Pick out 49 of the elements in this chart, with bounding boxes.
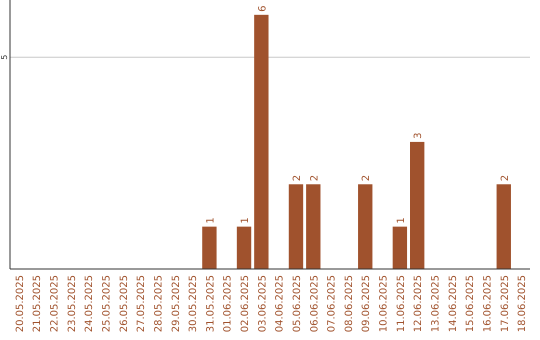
x-tick-label: 17.06.2025 xyxy=(500,275,511,332)
data-label: 2 xyxy=(292,174,303,182)
x-tick-label: 07.06.2025 xyxy=(326,275,338,332)
x-tick-label: 26.05.2025 xyxy=(118,275,130,332)
x-tick-label: 08.06.2025 xyxy=(344,275,355,332)
bar xyxy=(358,184,372,269)
x-tick-label: 10.06.2025 xyxy=(378,275,390,332)
x-tick-label: 11.06.2025 xyxy=(396,275,407,332)
data-label: 1 xyxy=(396,217,407,224)
x-tick-label: 03.06.2025 xyxy=(257,275,268,332)
bar xyxy=(202,226,217,269)
x-tick-label: 27.05.2025 xyxy=(136,275,148,332)
x-tick-label: 21.05.2025 xyxy=(32,275,44,332)
bar xyxy=(392,226,408,269)
data-label: 6 xyxy=(257,5,268,12)
x-tick-label: 06.06.2025 xyxy=(309,275,320,332)
x-tick-label: 01.06.2025 xyxy=(222,275,234,332)
x-tick-label: 14.06.2025 xyxy=(448,275,459,332)
bar xyxy=(306,184,320,269)
x-tick-label: 02.06.2025 xyxy=(240,275,252,332)
data-label: 1 xyxy=(240,217,252,224)
bar xyxy=(288,184,304,269)
x-tick-label: 05.06.2025 xyxy=(292,275,303,332)
x-tick-label: 20.05.2025 xyxy=(14,275,26,332)
y-tick-label: 5 xyxy=(0,54,9,60)
x-tick-label: 31.05.2025 xyxy=(205,275,216,332)
data-label: 1 xyxy=(205,217,216,224)
x-tick-label: 23.05.2025 xyxy=(66,275,78,332)
x-tick-label: 12.06.2025 xyxy=(413,275,424,332)
x-tick-label: 28.05.2025 xyxy=(153,275,164,332)
bar xyxy=(410,142,424,269)
x-tick-label: 22.05.2025 xyxy=(50,275,61,332)
x-tick-label: 15.06.2025 xyxy=(465,275,476,332)
bar xyxy=(496,184,511,269)
bar xyxy=(236,226,252,269)
data-label: 3 xyxy=(413,132,424,139)
bar xyxy=(254,14,269,269)
data-label: 2 xyxy=(500,174,511,182)
x-tick-label: 04.06.2025 xyxy=(274,275,286,332)
x-tick-label: 29.05.2025 xyxy=(170,275,182,332)
x-tick-label: 09.06.2025 xyxy=(361,275,372,332)
data-label: 2 xyxy=(361,174,372,182)
x-tick-label: 13.06.2025 xyxy=(430,275,442,332)
x-tick-label: 30.05.2025 xyxy=(188,275,200,332)
x-tick-label: 16.06.2025 xyxy=(482,275,494,332)
x-tick-label: 25.05.2025 xyxy=(102,275,112,332)
x-tick-label: 24.05.2025 xyxy=(84,275,96,332)
data-label: 2 xyxy=(309,174,320,182)
x-tick-label: 18.06.2025 xyxy=(517,275,528,332)
